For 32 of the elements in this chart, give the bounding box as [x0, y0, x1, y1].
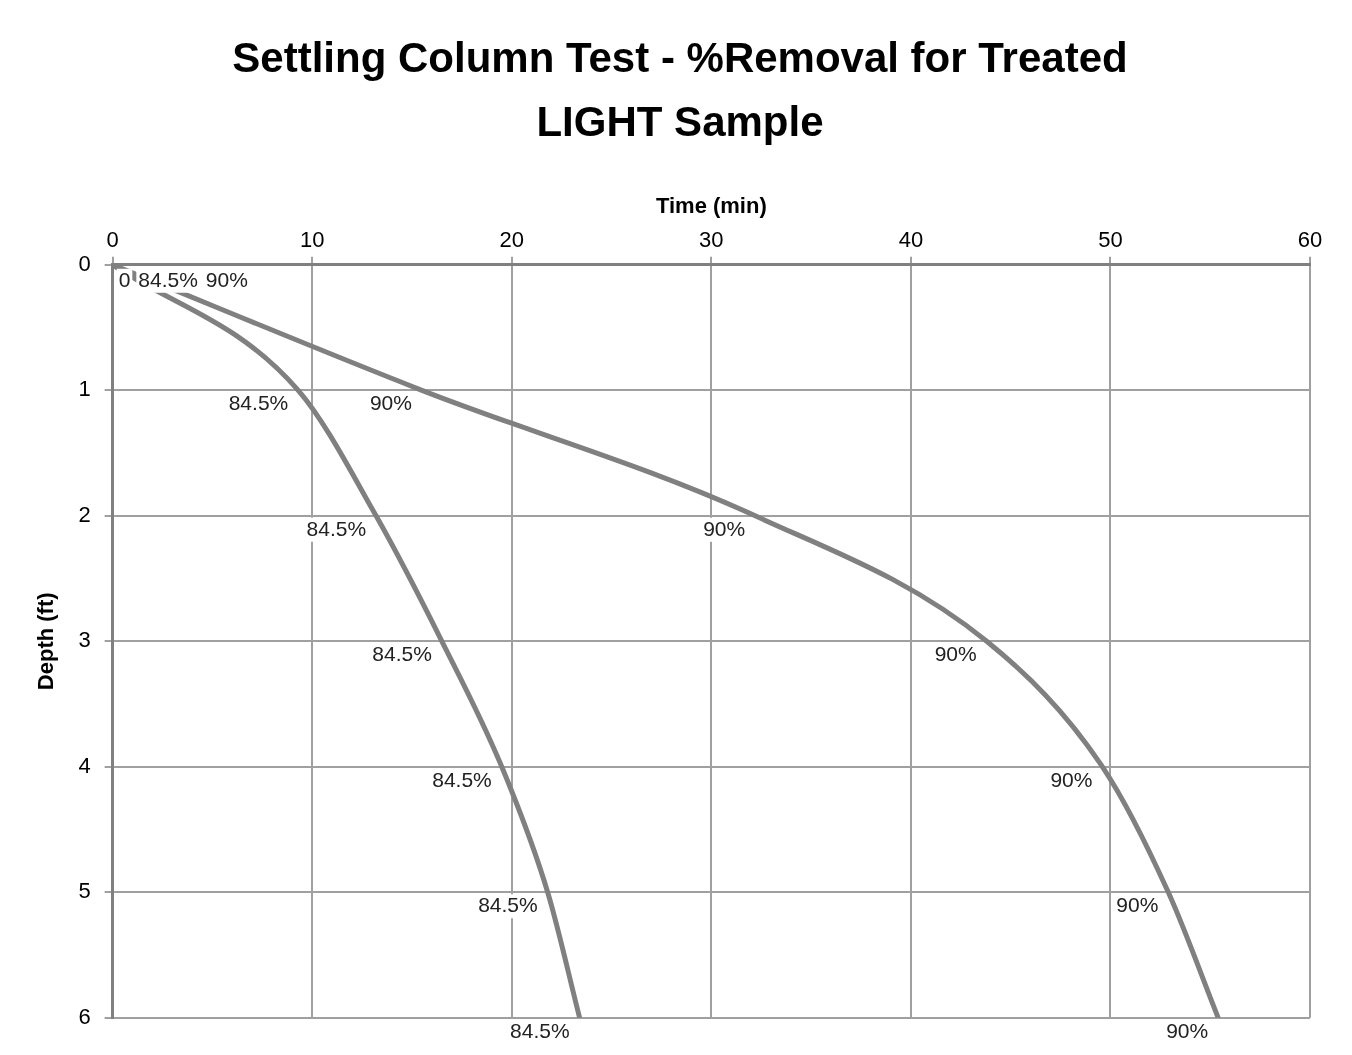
y-tick-label: 2	[78, 501, 91, 527]
x-tick-label: 50	[1098, 226, 1123, 252]
y-tick-label: 5	[78, 878, 91, 904]
x-axis-title: Time (min)	[655, 193, 767, 219]
annotation: 0	[118, 267, 131, 291]
series-label: 84.5%	[138, 267, 198, 291]
text: 90%	[1166, 1018, 1209, 1042]
y-tick-label: 1	[78, 376, 91, 402]
x-tick-label: 40	[898, 226, 924, 252]
y-axis-title: Depth (ft)	[33, 592, 59, 691]
x-tick-label: 60	[1297, 226, 1323, 252]
y-tick-label: 3	[78, 627, 91, 653]
text: 90%	[934, 642, 977, 666]
x-tick-label: 10	[299, 226, 325, 252]
text: 84.5%	[228, 391, 289, 415]
x-tick-label: 0	[106, 226, 119, 252]
text: 84.5%	[372, 642, 432, 666]
text: 84.5%	[306, 516, 367, 540]
text: 90%	[205, 267, 248, 291]
series-label: 90%	[369, 391, 412, 415]
text: 84.5%	[432, 767, 492, 791]
text: 90%	[703, 516, 746, 540]
text: 90%	[1116, 893, 1159, 917]
chart-title: Settling Column Test - %Removal for Treated LIGHT Sample	[232, 33, 1128, 145]
y-tick-label: 0	[78, 250, 91, 276]
text: 84.5%	[510, 1018, 570, 1042]
y-tick-label: 6	[78, 1003, 91, 1029]
y-tick-label: 4	[78, 752, 91, 778]
x-tick-label: 30	[699, 226, 724, 252]
x-tick-label: 20	[499, 226, 524, 252]
text: 90%	[1050, 767, 1093, 791]
text: 84.5%	[478, 893, 538, 917]
